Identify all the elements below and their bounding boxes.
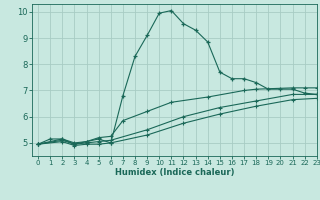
X-axis label: Humidex (Indice chaleur): Humidex (Indice chaleur) (115, 168, 234, 177)
